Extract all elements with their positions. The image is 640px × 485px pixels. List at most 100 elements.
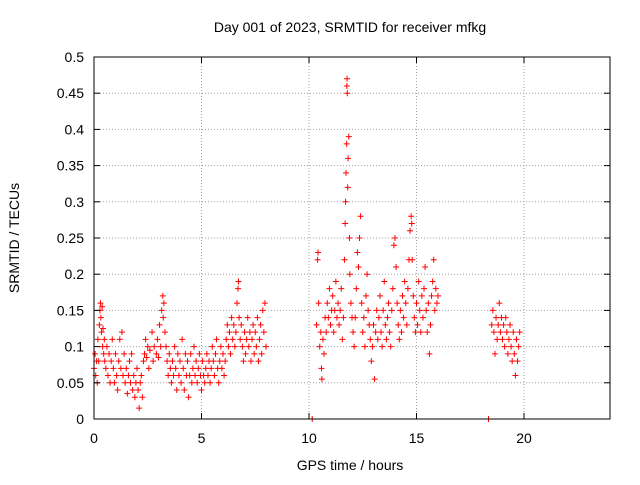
data-point-marker: [369, 343, 376, 350]
data-point-marker: [252, 329, 259, 336]
data-point-marker: [204, 372, 211, 379]
data-point-marker: [256, 336, 263, 343]
data-point-marker: [381, 278, 388, 285]
data-point-marker: [166, 350, 173, 357]
data-point-marker: [243, 336, 250, 343]
data-point-marker: [117, 365, 124, 372]
data-point-marker: [101, 336, 108, 343]
data-point-marker: [431, 307, 438, 314]
data-point-marker: [140, 358, 147, 365]
data-point-marker: [399, 292, 406, 299]
data-point-marker: [135, 387, 142, 394]
data-point-marker: [263, 343, 269, 350]
data-point-marker: [188, 379, 195, 386]
data-point-marker: [226, 329, 233, 336]
data-point-marker: [230, 321, 237, 328]
data-point-marker: [326, 285, 333, 292]
data-point-marker: [92, 350, 99, 357]
data-point-marker: [112, 350, 119, 357]
data-point-marker: [317, 329, 324, 336]
y-tick-label: 0.05: [57, 375, 84, 391]
data-point-marker: [179, 336, 186, 343]
data-point-marker: [216, 358, 223, 365]
data-point-marker: [158, 307, 165, 314]
data-point-marker: [239, 343, 246, 350]
data-point-marker: [488, 321, 495, 328]
data-point-marker: [174, 350, 181, 357]
data-point-marker: [181, 387, 188, 394]
data-point-marker: [228, 314, 235, 321]
data-point-marker: [499, 336, 506, 343]
data-point-marker: [241, 329, 248, 336]
data-point-marker: [388, 307, 395, 314]
data-point-marker: [173, 387, 180, 394]
data-point-marker: [355, 263, 362, 270]
data-point-marker: [182, 350, 189, 357]
data-point-marker: [247, 358, 254, 365]
data-point-marker: [184, 358, 191, 365]
data-point-marker: [318, 376, 325, 383]
data-point-marker: [235, 285, 242, 292]
data-point-marker: [315, 249, 322, 256]
data-point-marker: [128, 350, 135, 357]
data-point-marker: [165, 372, 172, 379]
data-point-marker: [490, 329, 497, 336]
data-point-marker: [374, 336, 381, 343]
data-point-marker: [327, 321, 334, 328]
y-tick-label: 0.2: [65, 266, 85, 282]
data-point-marker: [330, 329, 337, 336]
data-point-marker: [260, 329, 267, 336]
data-point-marker: [232, 329, 239, 336]
x-tick-label: 20: [516, 430, 532, 446]
data-point-marker: [185, 394, 192, 401]
data-point-marker: [508, 343, 515, 350]
data-point-marker: [102, 365, 109, 372]
data-point-marker: [127, 379, 134, 386]
data-point-marker: [201, 379, 208, 386]
data-point-marker: [207, 379, 214, 386]
x-tick-label: 0: [90, 430, 98, 446]
data-point-marker: [136, 405, 143, 412]
y-tick-label: 0.3: [65, 194, 85, 210]
data-point-marker: [97, 314, 104, 321]
data-point-marker: [100, 350, 107, 357]
data-point-marker: [395, 321, 402, 328]
y-tick-label: 0.45: [57, 85, 84, 101]
data-point-marker: [372, 329, 379, 336]
data-point-marker: [314, 256, 321, 263]
data-point-marker: [212, 350, 219, 357]
data-point-marker: [341, 256, 348, 263]
data-point-marker: [223, 336, 230, 343]
data-point-marker: [416, 307, 423, 314]
data-point-marker: [149, 329, 156, 336]
data-point-marker: [507, 321, 514, 328]
data-point-marker: [261, 300, 268, 307]
data-point-marker: [387, 343, 394, 350]
data-point-marker: [131, 394, 138, 401]
data-point-marker: [224, 321, 231, 328]
data-point-marker: [154, 336, 161, 343]
data-point-marker: [255, 358, 262, 365]
data-point-marker: [346, 271, 353, 278]
data-point-marker: [99, 303, 106, 310]
data-point-marker: [497, 329, 504, 336]
data-point-marker: [142, 336, 149, 343]
data-point-marker: [319, 336, 326, 343]
data-point-marker: [104, 372, 111, 379]
data-point-marker: [129, 387, 136, 394]
data-point-marker: [203, 350, 210, 357]
data-point-marker: [141, 350, 148, 357]
data-point-marker: [236, 314, 243, 321]
data-point-marker: [94, 336, 101, 343]
data-point-marker: [180, 365, 187, 372]
data-point-marker: [389, 285, 396, 292]
data-point-marker: [103, 343, 110, 350]
data-point-marker: [253, 343, 260, 350]
data-point-marker: [339, 336, 346, 343]
data-point-marker: [115, 358, 122, 365]
data-point-marker: [344, 75, 351, 82]
data-point-marker: [513, 336, 520, 343]
data-point-marker: [494, 336, 501, 343]
data-point-marker: [354, 249, 361, 256]
data-point-marker: [257, 321, 264, 328]
